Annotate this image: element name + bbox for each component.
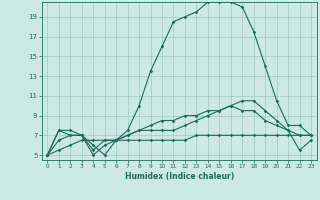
X-axis label: Humidex (Indice chaleur): Humidex (Indice chaleur) <box>124 172 234 181</box>
